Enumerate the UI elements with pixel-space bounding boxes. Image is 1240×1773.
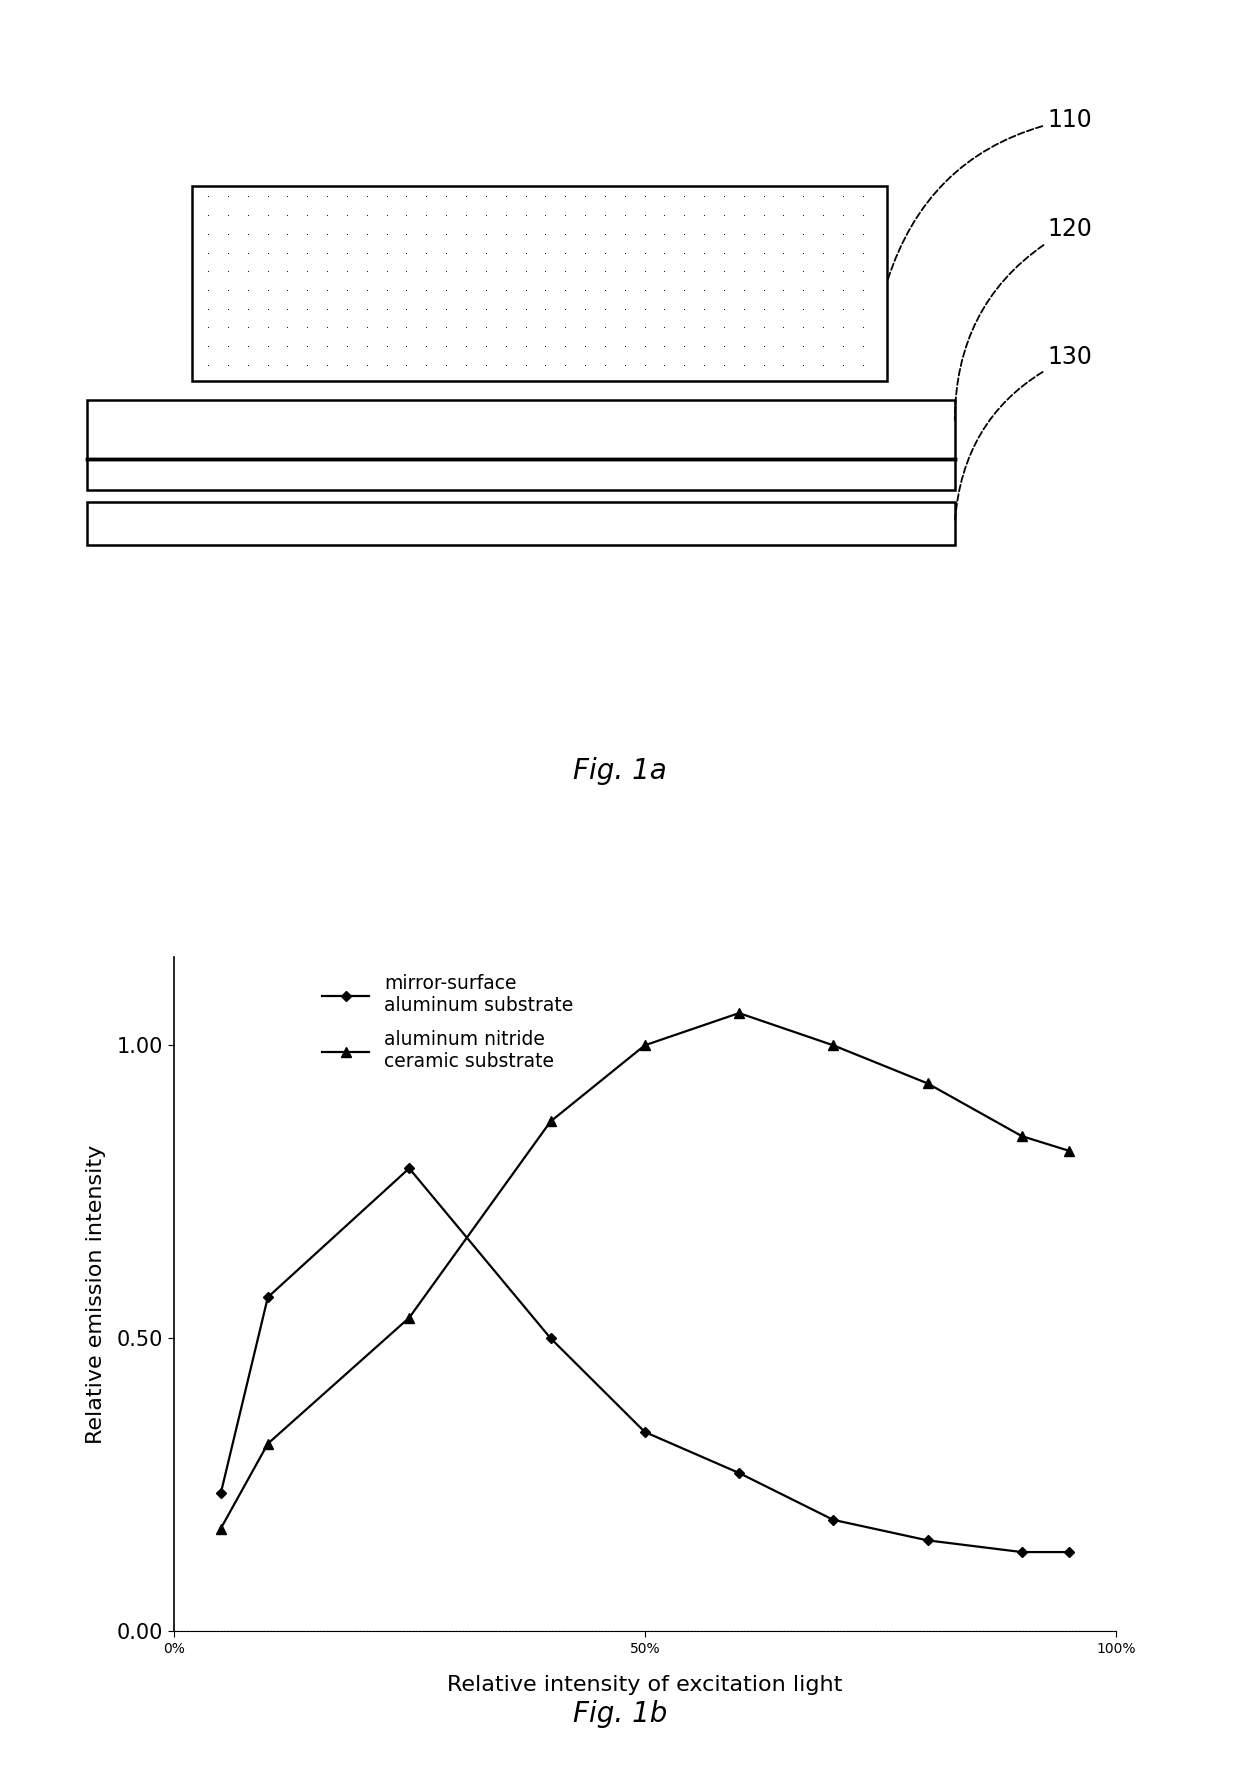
Bar bbox=[192, 186, 887, 381]
X-axis label: Relative intensity of excitation light: Relative intensity of excitation light bbox=[448, 1675, 842, 1695]
Text: 120: 120 bbox=[955, 216, 1092, 420]
Y-axis label: Relative emission intensity: Relative emission intensity bbox=[86, 1145, 105, 1443]
Bar bbox=[87, 502, 955, 544]
Text: 130: 130 bbox=[955, 346, 1092, 521]
Text: 110: 110 bbox=[888, 108, 1092, 280]
Bar bbox=[87, 401, 955, 489]
Text: Fig. 1b: Fig. 1b bbox=[573, 1700, 667, 1729]
Legend: mirror-surface
aluminum substrate, aluminum nitride
ceramic substrate: mirror-surface aluminum substrate, alumi… bbox=[315, 966, 582, 1078]
Text: Fig. 1a: Fig. 1a bbox=[573, 757, 667, 785]
